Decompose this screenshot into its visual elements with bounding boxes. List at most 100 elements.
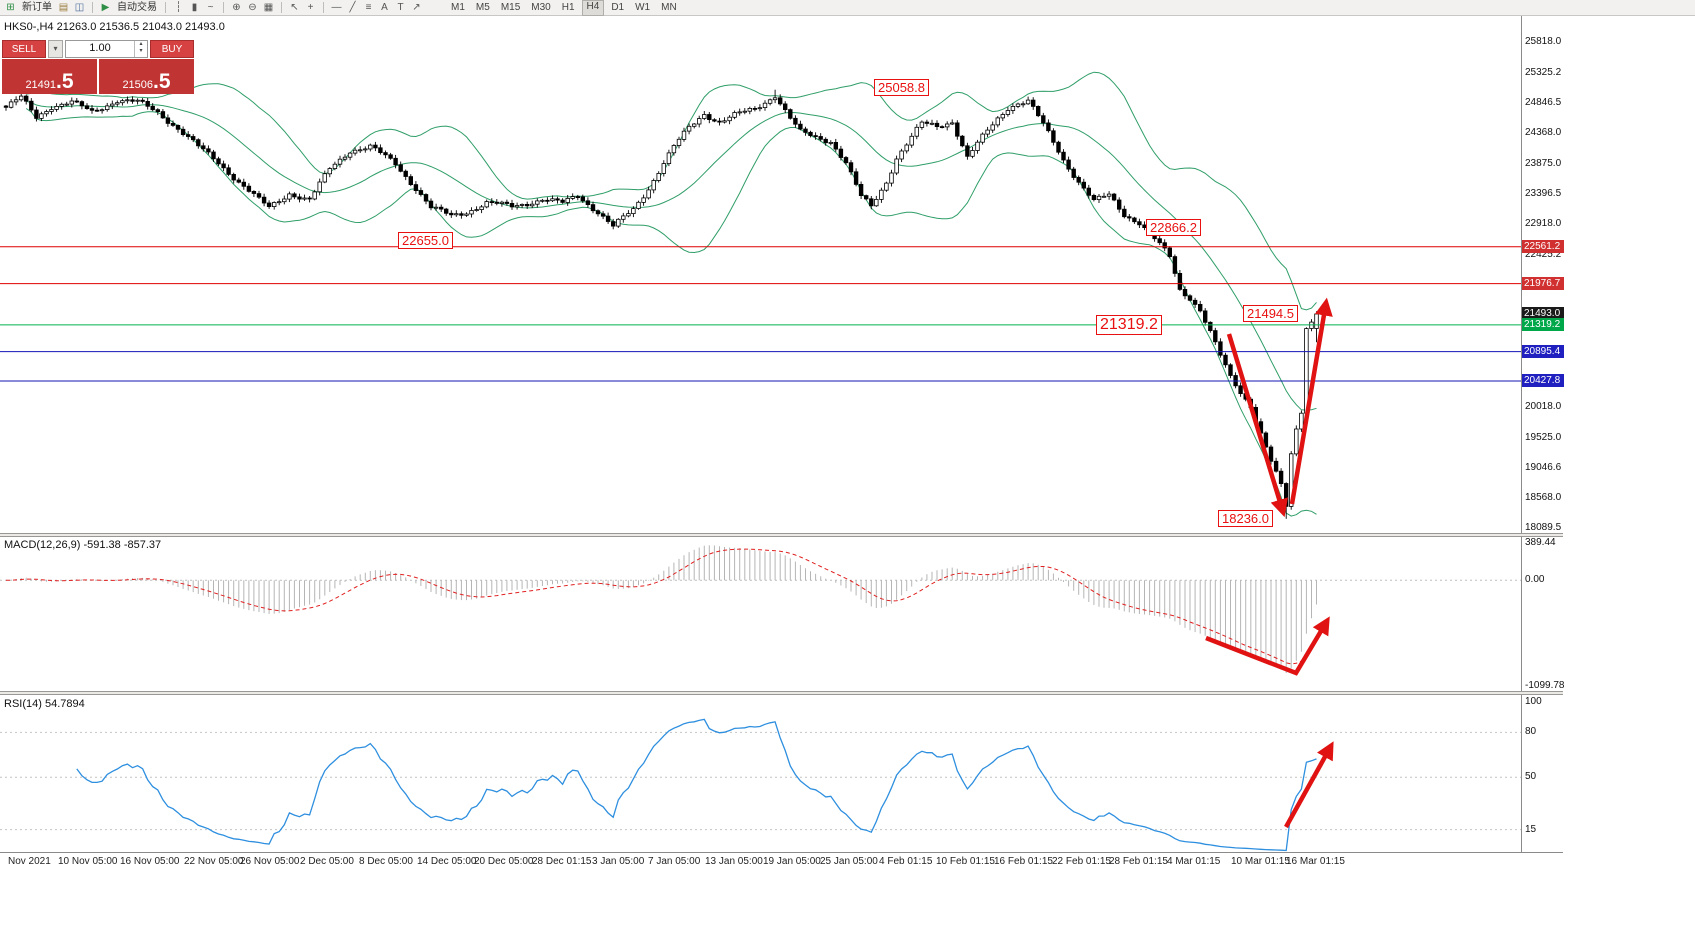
main-chart-canvas[interactable] bbox=[0, 16, 1521, 533]
autotrade-button[interactable]: 自动交易 bbox=[117, 1, 157, 13]
timeframe-h4[interactable]: H4 bbox=[581, 0, 605, 16]
line-chart-icon[interactable]: ~ bbox=[207, 1, 214, 13]
horizontal-line-icon[interactable]: — bbox=[331, 1, 342, 13]
autotrade-play-icon[interactable]: ▶ bbox=[101, 1, 110, 13]
ask-price-display[interactable]: 21506.5 bbox=[99, 59, 194, 94]
timeframe-m1[interactable]: M1 bbox=[451, 1, 465, 13]
time-axis-label: 10 Mar 01:15 bbox=[1231, 856, 1290, 867]
timeframe-mn[interactable]: MN bbox=[661, 1, 677, 13]
macd-header: MACD(12,26,9) -591.38 -857.37 bbox=[4, 539, 162, 551]
price-axis-label: 24846.5 bbox=[1525, 97, 1562, 108]
new-chart-icon[interactable]: ⊞ bbox=[6, 1, 15, 13]
stepper-up-icon[interactable]: ▴ bbox=[139, 41, 143, 47]
timeframe-m15[interactable]: M15 bbox=[500, 1, 521, 13]
fibonacci-icon[interactable]: ≡ bbox=[365, 1, 372, 13]
zoom-in-icon[interactable]: ⊕ bbox=[232, 1, 241, 13]
time-axis-label: 19 Jan 05:00 bbox=[763, 856, 821, 867]
text-tool-icon[interactable]: A bbox=[381, 1, 388, 13]
zoom-out-icon[interactable]: ⊖ bbox=[248, 1, 257, 13]
time-axis-label: 16 Nov 05:00 bbox=[120, 856, 180, 867]
volume-stepper[interactable]: ▴ ▾ bbox=[134, 41, 147, 57]
toolbar-separator bbox=[281, 2, 282, 13]
price-axis-line bbox=[1521, 16, 1522, 853]
chart-title: HKS0-,H4 21263.0 21536.5 21043.0 21493.0 bbox=[4, 21, 225, 33]
toolbar-separator bbox=[223, 2, 224, 13]
sell-button[interactable]: SELL bbox=[2, 40, 46, 58]
chevron-down-icon: ▾ bbox=[53, 44, 58, 53]
arrow-tool-icon[interactable]: ↗ bbox=[412, 1, 421, 13]
price-axis-label: 23875.0 bbox=[1525, 158, 1562, 169]
price-axis-label: 18568.0 bbox=[1525, 492, 1562, 503]
rsi-canvas[interactable] bbox=[0, 695, 1521, 852]
time-axis-line bbox=[0, 852, 1563, 853]
grid-icon[interactable]: ▦ bbox=[263, 1, 274, 13]
new-order-button[interactable]: 新订单 bbox=[22, 1, 52, 13]
macd-canvas[interactable] bbox=[0, 537, 1521, 691]
chart-price-label[interactable]: 18236.0 bbox=[1218, 510, 1273, 527]
toolbar: ⊞ 新订单 ▤ ◫ ▶ 自动交易 ┆ ▮ ~ ⊕ ⊖ ▦ ↖ + — ╱ ≡ A T ↗ M1 M5 M15 M30 H1 H4 D… bbox=[0, 0, 1695, 16]
time-axis-label: 2 Dec 05:00 bbox=[300, 856, 354, 867]
time-axis-label: 4 Mar 01:15 bbox=[1167, 856, 1221, 867]
price-axis-label: 25325.2 bbox=[1525, 67, 1562, 78]
toolbar-separator bbox=[323, 2, 324, 13]
time-axis-label: 10 Nov 05:00 bbox=[58, 856, 118, 867]
volume-field: 1.00 ▴ ▾ bbox=[65, 40, 148, 58]
chart-list-icon[interactable]: ▤ bbox=[58, 1, 69, 13]
chart-price-label[interactable]: 21494.5 bbox=[1243, 305, 1298, 322]
candlestick-chart-icon[interactable]: ▮ bbox=[191, 1, 198, 13]
order-type-dropdown[interactable]: ▾ bbox=[48, 40, 63, 58]
rsi-header: RSI(14) 54.7894 bbox=[4, 698, 85, 710]
cursor-icon[interactable]: ↖ bbox=[290, 1, 299, 13]
rsi-axis-label: 15 bbox=[1525, 824, 1537, 835]
chart-symbol: HKS0-,H4 bbox=[4, 21, 54, 33]
time-axis-label: 28 Dec 01:15 bbox=[532, 856, 592, 867]
chart-ohlc: 21263.0 21536.5 21043.0 21493.0 bbox=[56, 21, 225, 33]
ask-main-digits: 21506 bbox=[122, 79, 154, 91]
price-axis-label: 24368.0 bbox=[1525, 127, 1562, 138]
timeframe-h1[interactable]: H1 bbox=[561, 1, 575, 13]
time-axis-label: 22 Nov 05:00 bbox=[184, 856, 244, 867]
profile-icon[interactable]: ◫ bbox=[74, 1, 85, 13]
bid-main-digits: 21491 bbox=[25, 79, 57, 91]
price-axis-label: 25818.0 bbox=[1525, 36, 1562, 47]
price-tag: 22561.2 bbox=[1522, 240, 1564, 253]
chart-price-label[interactable]: 22655.0 bbox=[398, 232, 453, 249]
chart-price-label[interactable]: 21319.2 bbox=[1096, 315, 1162, 335]
timeframe-m5[interactable]: M5 bbox=[475, 1, 490, 13]
time-axis-label: 7 Jan 05:00 bbox=[648, 856, 701, 867]
chart-price-label[interactable]: 22866.2 bbox=[1146, 219, 1201, 236]
rsi-axis-label: 50 bbox=[1525, 771, 1537, 782]
toolbar-separator bbox=[92, 2, 93, 13]
volume-input[interactable]: 1.00 bbox=[89, 42, 111, 54]
price-axis-label: 18089.5 bbox=[1525, 522, 1562, 533]
crosshair-icon[interactable]: + bbox=[307, 1, 314, 13]
panel-separator[interactable] bbox=[0, 691, 1563, 695]
time-axis-label: 20 Dec 05:00 bbox=[474, 856, 534, 867]
price-tag: 21493.0 bbox=[1522, 307, 1564, 320]
time-axis-label: 3 Jan 05:00 bbox=[592, 856, 645, 867]
price-tag: 21319.2 bbox=[1522, 318, 1564, 331]
time-axis-label: 22 Feb 01:15 bbox=[1052, 856, 1111, 867]
panel-separator[interactable] bbox=[0, 533, 1563, 537]
stepper-down-icon[interactable]: ▾ bbox=[139, 48, 143, 54]
price-axis-label: 19525.0 bbox=[1525, 432, 1562, 443]
time-axis-label: 8 Dec 05:00 bbox=[359, 856, 413, 867]
price-axis-label: 19046.6 bbox=[1525, 462, 1562, 473]
buy-button[interactable]: BUY bbox=[150, 40, 194, 58]
time-axis-label: 28 Feb 01:15 bbox=[1109, 856, 1168, 867]
chart-price-label[interactable]: 25058.8 bbox=[874, 79, 929, 96]
time-axis-label: 16 Mar 01:15 bbox=[1286, 856, 1345, 867]
time-axis-label: 16 Feb 01:15 bbox=[994, 856, 1053, 867]
bid-price-display[interactable]: 21491.5 bbox=[2, 59, 97, 94]
bar-chart-icon[interactable]: ┆ bbox=[175, 1, 182, 13]
trendline-icon[interactable]: ╱ bbox=[349, 1, 356, 13]
timeframe-m30[interactable]: M30 bbox=[531, 1, 551, 13]
time-axis-label: 14 Dec 05:00 bbox=[417, 856, 477, 867]
timeframe-w1[interactable]: W1 bbox=[635, 1, 651, 13]
label-tool-icon[interactable]: T bbox=[397, 1, 404, 13]
ask-big-digits: .5 bbox=[153, 70, 171, 93]
timeframe-d1[interactable]: D1 bbox=[611, 1, 625, 13]
one-click-trading-panel: SELL ▾ 1.00 ▴ ▾ BUY 21491.5 21506.5 bbox=[2, 40, 194, 94]
price-tag: 20895.4 bbox=[1522, 345, 1564, 358]
